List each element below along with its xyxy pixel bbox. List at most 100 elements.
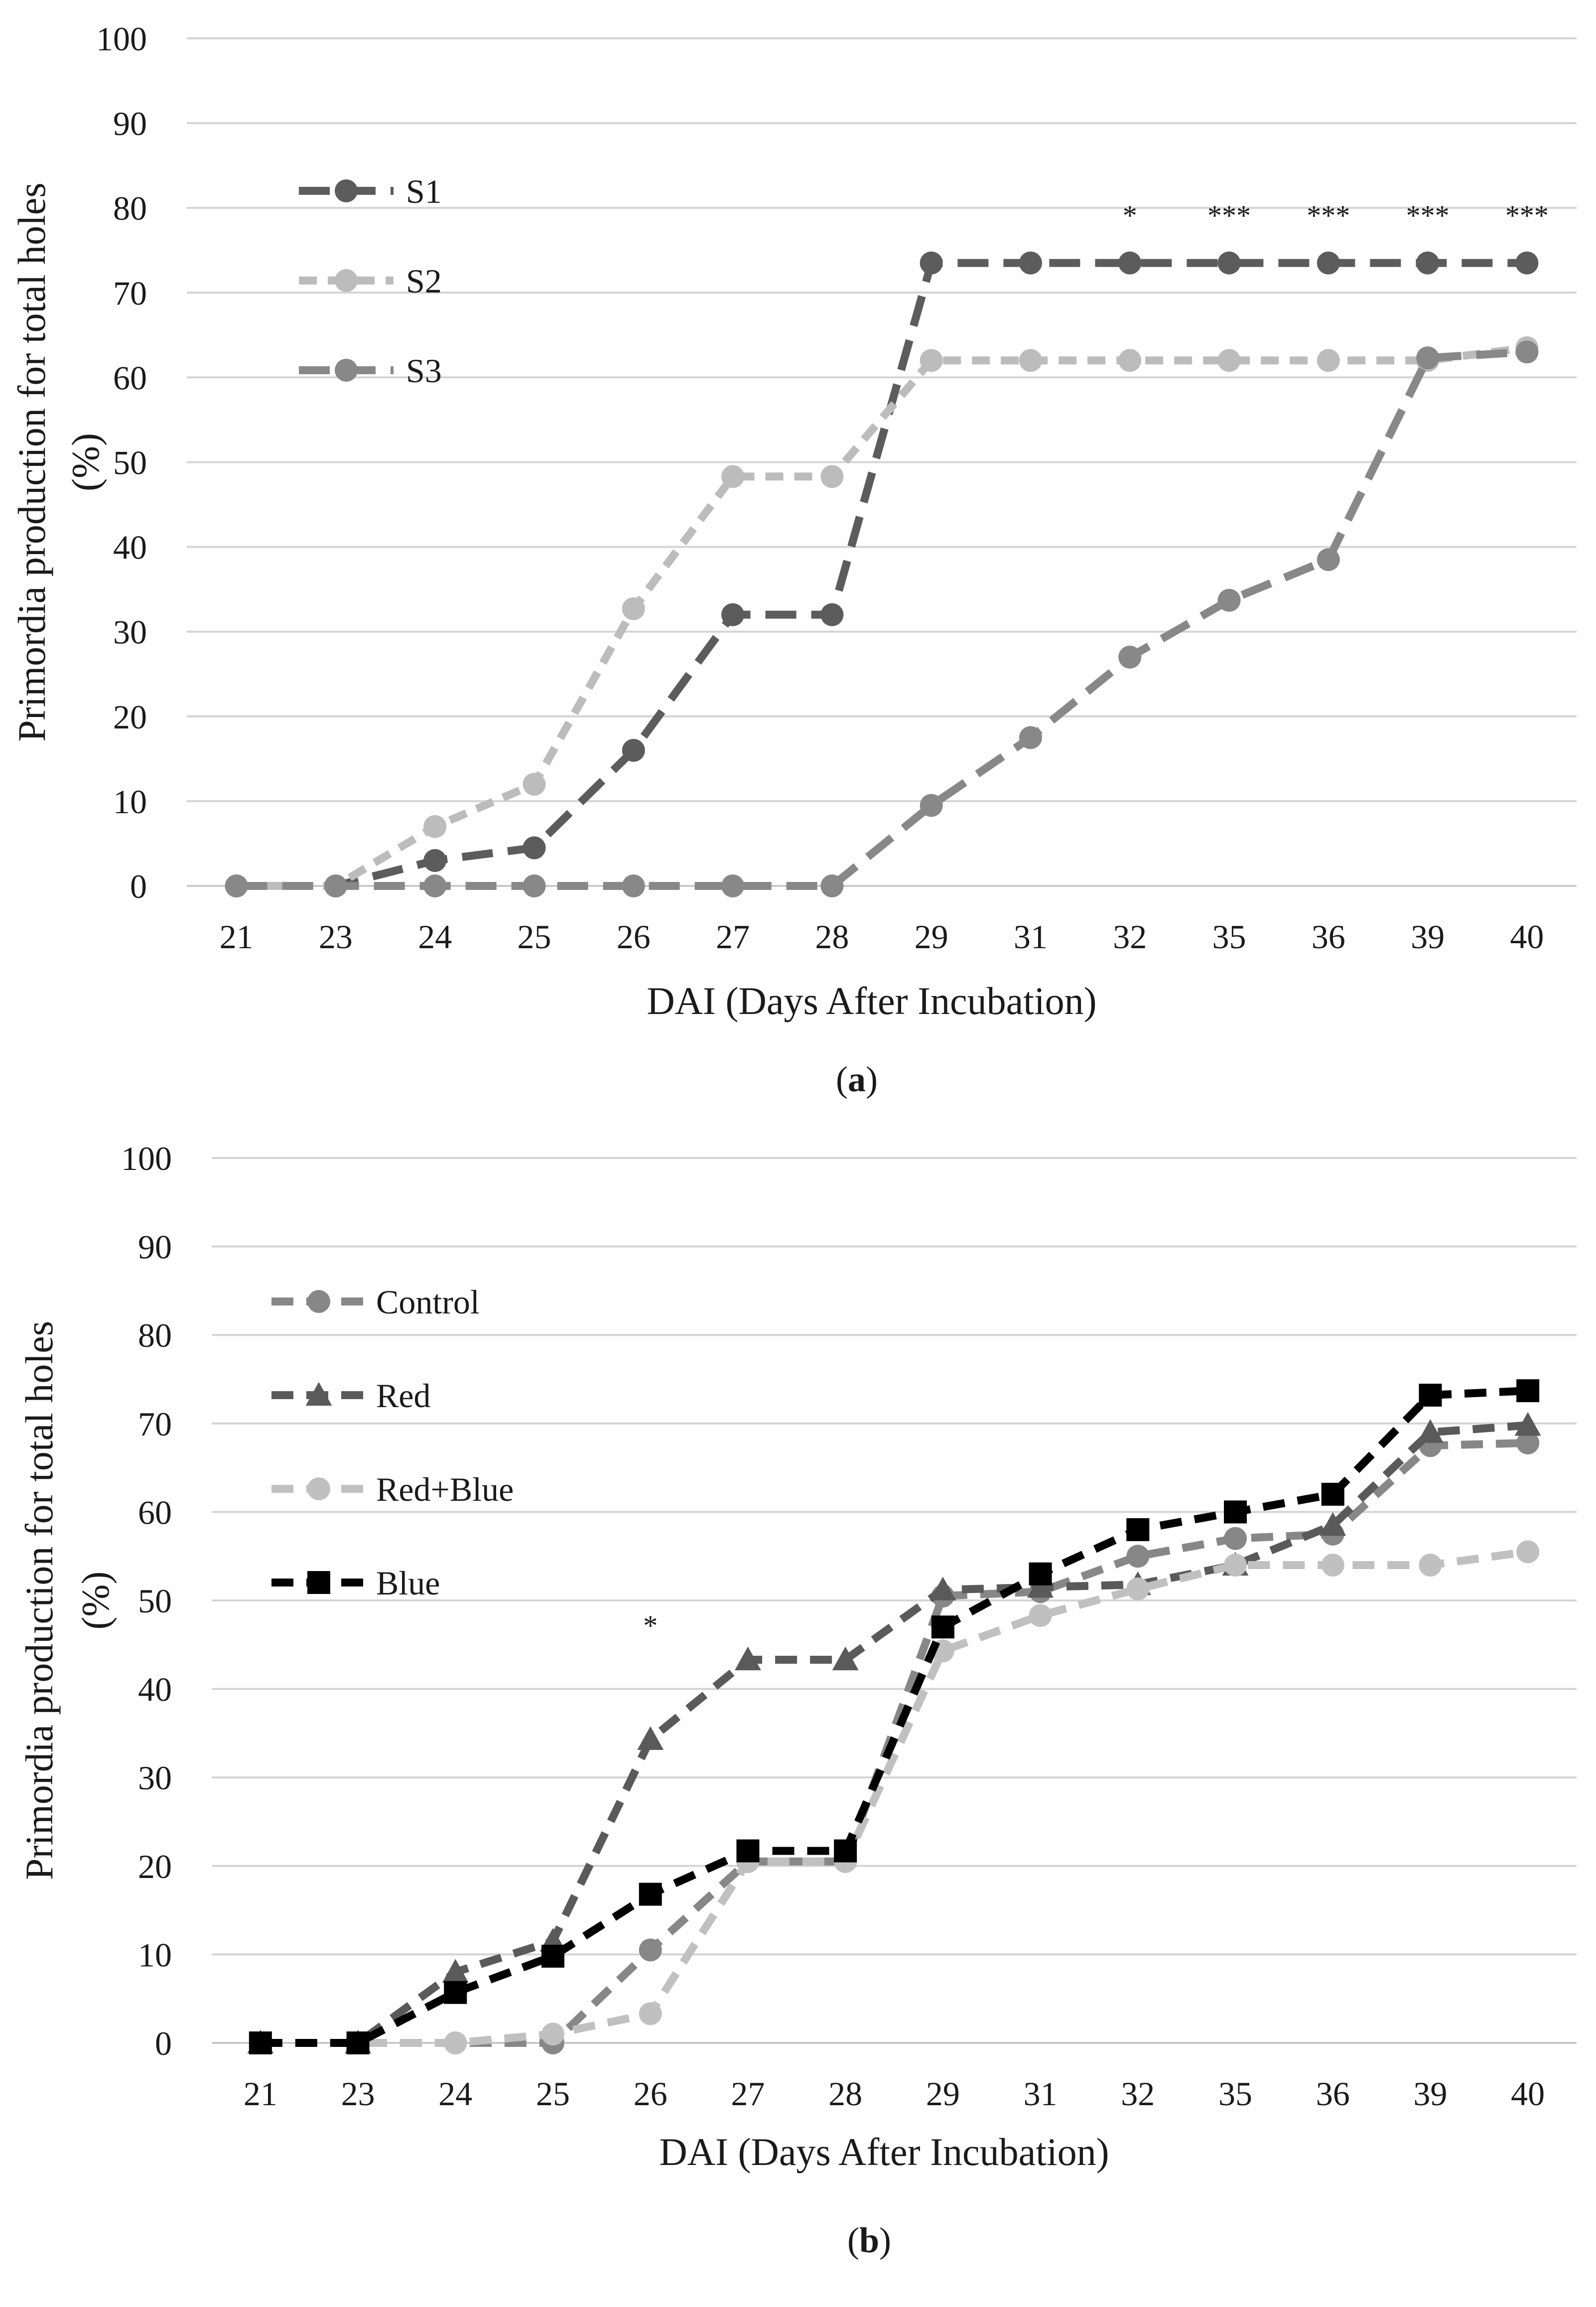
- x-tick-label: 35: [1218, 2075, 1252, 2113]
- chart-b: 0 10 20 30 40 50 60 70 80 90 100 21 23 24 25 26 27 28 29 31…: [17, 1140, 1577, 2260]
- panel-label-letter: b: [859, 2220, 879, 2260]
- y-tick-label: 70: [138, 1405, 172, 1443]
- y-tick-label: 50: [138, 1582, 172, 1620]
- data-point: [622, 874, 645, 897]
- significance-marker: ***: [1207, 199, 1251, 232]
- data-point: [1516, 1540, 1540, 1564]
- x-tick-label: 28: [815, 918, 849, 956]
- x-tick-label: 23: [341, 2075, 375, 2113]
- x-axis-title: DAI (Days After Incubation): [647, 979, 1096, 1022]
- panel-label-close: ): [866, 1059, 878, 1099]
- data-point: [1019, 726, 1042, 749]
- data-point: [1317, 548, 1340, 572]
- data-point: [1320, 1512, 1346, 1536]
- y-axis-title-unit: (%): [64, 433, 107, 491]
- y-axis-title: Primordia production for total holes: [10, 182, 53, 741]
- data-point: [721, 603, 745, 626]
- y-tick-label: 40: [138, 1671, 172, 1709]
- data-point: [734, 1646, 761, 1671]
- legend-label: Red: [376, 1377, 431, 1415]
- data-point: [1417, 1419, 1444, 1443]
- data-point: [444, 1981, 467, 2004]
- x-tick-label: 31: [1014, 918, 1048, 956]
- data-point: [721, 874, 745, 897]
- y-tick-label: 90: [113, 105, 147, 143]
- y-tick-label: 100: [121, 1140, 172, 1177]
- x-tick-label: 39: [1411, 918, 1445, 956]
- series-red-blue: [249, 1540, 1540, 2054]
- data-point: [1419, 1383, 1442, 1407]
- y-tick-label: 40: [113, 529, 147, 567]
- legend-item: S1: [299, 172, 442, 210]
- legend-swatch-marker: [307, 1477, 330, 1500]
- data-point: [1019, 251, 1042, 275]
- legend-label: Blue: [376, 1564, 440, 1602]
- data-point: [1317, 349, 1340, 372]
- x-tick-label: 24: [418, 918, 452, 956]
- legend-label: S1: [406, 172, 442, 210]
- data-point: [920, 794, 943, 817]
- data-point: [523, 836, 546, 860]
- data-point: [1027, 1574, 1054, 1598]
- data-point: [249, 2031, 272, 2054]
- y-tick-label: 30: [113, 613, 147, 651]
- y-tick-label: 70: [113, 274, 147, 312]
- data-point: [1029, 1562, 1052, 1586]
- x-tick-label: 32: [1113, 918, 1147, 956]
- series-s2: [225, 336, 1539, 897]
- data-point: [820, 874, 844, 897]
- y-tick-label: 80: [113, 189, 147, 227]
- data-point: [1126, 1518, 1150, 1541]
- y-tick-label: 60: [138, 1493, 172, 1531]
- data-point: [1224, 1553, 1247, 1577]
- legend-swatch-marker: [307, 1571, 330, 1594]
- panel-label-close: ): [879, 2220, 891, 2260]
- y-tick-label: 60: [113, 359, 147, 397]
- y-axis-title-unit: (%): [74, 1572, 117, 1630]
- data-point: [1224, 1527, 1247, 1550]
- x-tick-label: 28: [828, 2075, 862, 2113]
- legend-item: S3: [299, 352, 442, 390]
- x-tick-label: 27: [731, 2075, 765, 2113]
- data-point: [1419, 1553, 1442, 1577]
- panel-label-letter: a: [848, 1059, 866, 1099]
- y-tick-label: 20: [113, 698, 147, 736]
- data-point: [1217, 588, 1241, 612]
- legend-swatch-marker: [305, 1382, 332, 1406]
- x-tick-label: 26: [617, 918, 651, 956]
- legend-item: S2: [299, 262, 442, 300]
- legend-item: Red: [271, 1377, 431, 1415]
- data-point: [1019, 349, 1042, 372]
- data-point: [1217, 251, 1241, 275]
- x-tick-label: 21: [220, 918, 254, 956]
- data-point: [1321, 1553, 1344, 1577]
- legend-label: Red+Blue: [376, 1470, 514, 1508]
- series-line: [260, 1387, 1528, 2047]
- series-line: [260, 1421, 1528, 2047]
- data-point: [622, 738, 645, 762]
- x-tick-label: 27: [716, 918, 750, 956]
- data-point: [1515, 251, 1539, 275]
- x-tick-label: 36: [1312, 918, 1345, 956]
- y-tick-label: 100: [96, 20, 147, 58]
- data-point: [1317, 251, 1340, 275]
- data-point: [423, 815, 447, 838]
- data-point: [1416, 251, 1440, 275]
- significance-marker: ***: [1505, 199, 1549, 232]
- series-s3: [225, 340, 1539, 897]
- x-tick-label: 25: [518, 918, 551, 956]
- data-point: [1514, 1412, 1541, 1436]
- legend-label: S2: [406, 262, 442, 300]
- data-point: [622, 597, 645, 620]
- data-point: [920, 251, 943, 275]
- data-point: [639, 1938, 662, 1962]
- y-tick-label: 0: [155, 2024, 172, 2062]
- panel-label-open: (: [836, 1059, 848, 1099]
- legend-item: Red+Blue: [271, 1470, 514, 1508]
- data-point: [637, 1726, 664, 1750]
- data-point: [1516, 1379, 1540, 1403]
- series-line: [236, 343, 1528, 890]
- x-tick-label: 32: [1121, 2075, 1155, 2113]
- data-point: [834, 1839, 857, 1863]
- x-tick-label: 29: [915, 918, 948, 956]
